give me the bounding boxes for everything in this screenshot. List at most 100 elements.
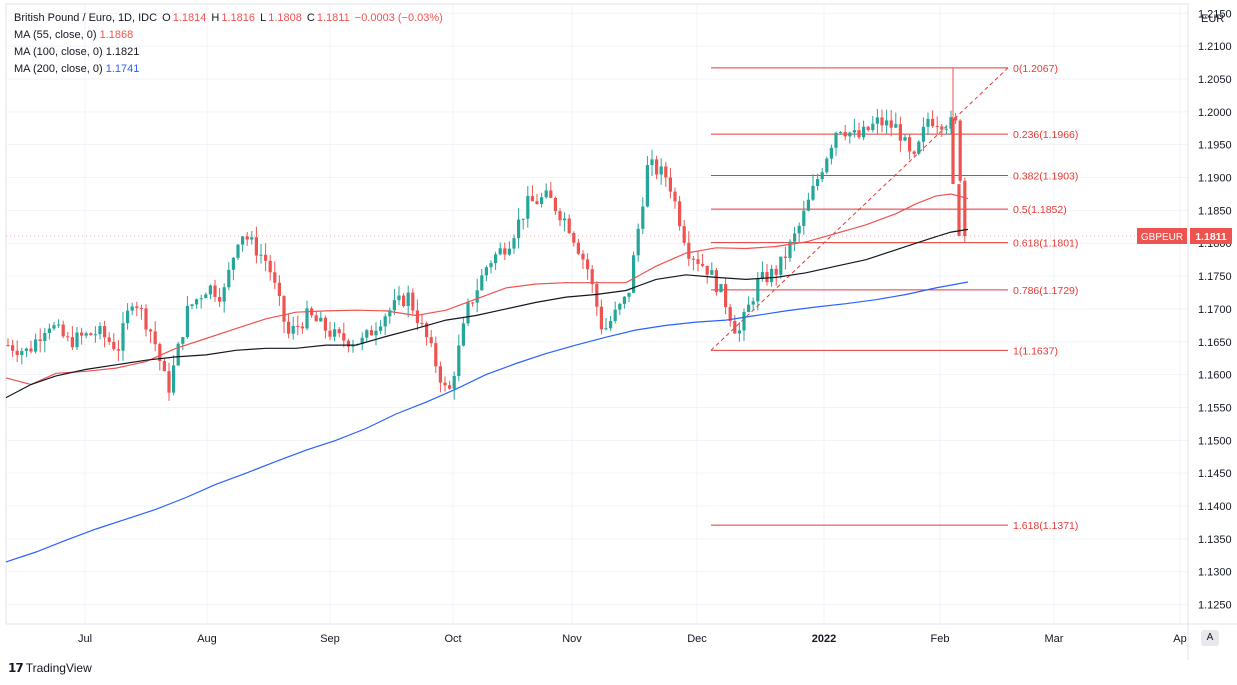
candle-body	[521, 218, 525, 220]
candle-body	[581, 253, 585, 260]
candle-body	[254, 237, 258, 256]
candle-body	[291, 325, 295, 334]
candle-body	[779, 256, 783, 275]
candle-body	[287, 321, 291, 334]
candle-body	[576, 242, 580, 254]
candle-body	[825, 158, 829, 173]
candle-body	[829, 147, 833, 159]
candle-body	[586, 259, 590, 270]
candle-body	[816, 179, 820, 186]
candle-body	[250, 237, 254, 240]
candle-body	[466, 302, 470, 324]
legend-ma55-row: MA (55, close, 0) 1.1868	[14, 27, 445, 44]
candle-body	[963, 180, 967, 237]
candle-body	[871, 123, 875, 131]
candle-body	[921, 126, 925, 142]
candle-body	[475, 290, 479, 303]
candle-body	[526, 196, 530, 219]
auto-scale-button[interactable]: A	[1201, 630, 1219, 646]
candle-body	[636, 228, 640, 256]
candle-body	[480, 275, 484, 291]
candle-body	[714, 270, 718, 293]
candle-body	[811, 185, 815, 200]
fib-trend-line	[710, 67, 1009, 351]
candle-body	[199, 298, 203, 300]
y-tick-label: 1.1500	[1198, 435, 1232, 447]
candle-body	[595, 284, 599, 307]
y-tick-label: 1.2150	[1198, 8, 1232, 20]
candle-body	[38, 339, 42, 341]
candle-body	[383, 316, 387, 327]
candle-body	[116, 349, 120, 351]
legend-ma200-label: MA (200, close, 0)	[14, 63, 103, 75]
legend-change: −0.0003 (−0.03%)	[354, 12, 443, 24]
candle-body	[259, 254, 263, 256]
candle-body	[563, 218, 567, 221]
y-tick-label: 1.1850	[1198, 205, 1232, 217]
candle-body	[549, 190, 553, 198]
candle-body	[673, 191, 677, 202]
y-tick-label: 1.1300	[1198, 567, 1232, 579]
candle-body	[241, 236, 245, 245]
legend-low: 1.1808	[268, 12, 302, 24]
candle-body	[149, 329, 153, 332]
legend-close-label: C	[306, 12, 315, 24]
candle-body	[659, 166, 663, 175]
x-tick-label: Dec	[687, 633, 707, 645]
candle-body	[641, 206, 645, 229]
ma-line-200	[5, 281, 969, 563]
candle-body	[498, 248, 502, 255]
candle-body	[273, 272, 277, 283]
legend-ma55-value: 1.1868	[99, 29, 134, 41]
y-tick-label: 1.1750	[1198, 271, 1232, 283]
candle-body	[687, 242, 691, 259]
candle-body	[323, 317, 327, 331]
candle-body	[296, 325, 300, 327]
candle-body	[268, 260, 272, 273]
candle-body	[457, 345, 461, 377]
currency-label: EUR	[1201, 13, 1224, 25]
candle-body	[866, 126, 870, 131]
candle-body	[664, 166, 668, 178]
candle-body	[342, 333, 346, 341]
x-tick-label: Sep	[320, 633, 340, 645]
y-tick-label: 1.1650	[1198, 337, 1232, 349]
candle-body	[599, 306, 603, 330]
candle-body	[917, 141, 921, 154]
candle-body	[931, 118, 935, 127]
x-tick-label: Nov	[562, 633, 582, 645]
symbol-tag-box	[1137, 228, 1187, 245]
candle-body	[461, 323, 465, 346]
candle-body	[176, 343, 180, 366]
candle-body	[222, 287, 226, 302]
candle-body-drop	[951, 118, 955, 185]
candle-body	[765, 272, 769, 283]
candle-body	[126, 310, 130, 324]
y-tick-label: 1.2050	[1198, 74, 1232, 86]
y-tick-label: 1.2100	[1198, 41, 1232, 53]
candle-body	[172, 365, 176, 393]
candle-body	[448, 385, 452, 389]
candle-body	[710, 270, 714, 275]
brand-name: TradingView	[25, 661, 92, 675]
candle-body	[319, 317, 323, 322]
candle-body	[728, 307, 732, 321]
candle-body	[797, 225, 801, 234]
candle-body	[747, 304, 751, 313]
candle-body	[471, 302, 475, 304]
candle-body	[11, 345, 15, 351]
candle-body	[517, 219, 521, 239]
candle-body	[618, 303, 622, 310]
fib-level-label: 0.236(1.1966)	[1013, 129, 1078, 141]
candle-body	[908, 137, 912, 152]
candle-body	[567, 218, 571, 234]
fib-level-label: 0.382(1.1903)	[1013, 171, 1078, 183]
candle-body	[668, 177, 672, 192]
candle-body	[535, 201, 539, 204]
y-tick-label: 1.1250	[1198, 600, 1232, 612]
candle-body	[737, 330, 741, 334]
candle-body	[406, 292, 410, 307]
candle-body	[369, 330, 373, 336]
candle-body	[885, 120, 889, 126]
